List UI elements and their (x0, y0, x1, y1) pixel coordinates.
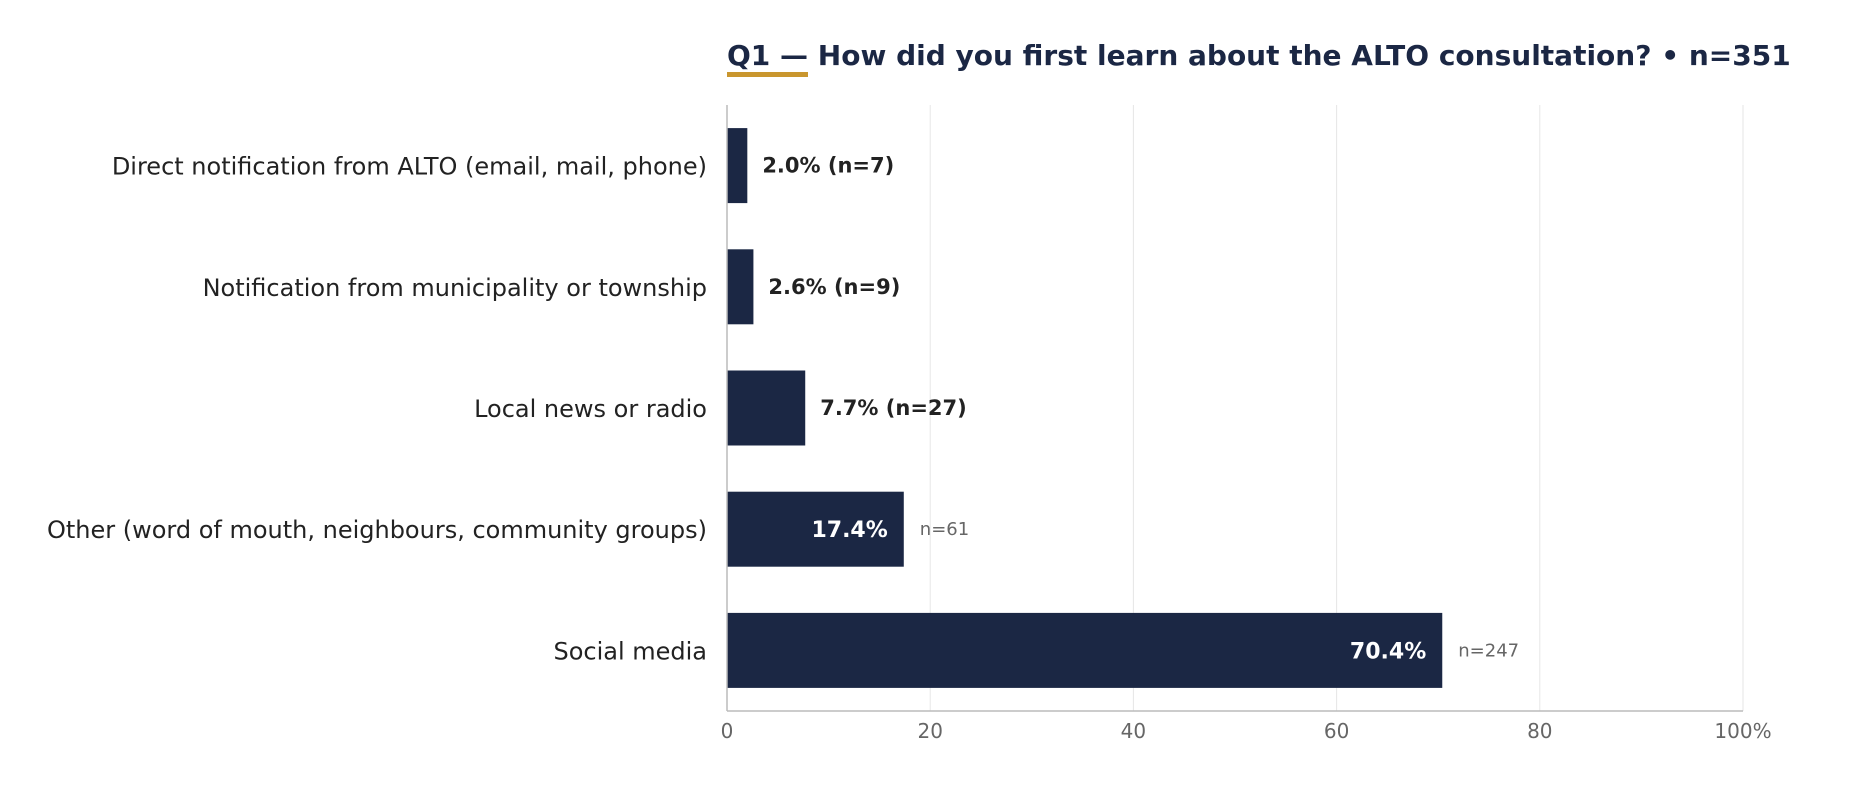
category-labels: Direct notification from ALTO (email, ma… (47, 153, 707, 666)
category-label-5: Social media (553, 637, 707, 665)
title-accent-underline (727, 72, 808, 77)
value-labels: 2.0% (n=7) 2.6% (n=9) 7.7% (n=27) 17.4% n=61… (762, 154, 1519, 665)
x-tick-label-20: 20 (917, 719, 942, 743)
bar-3 (727, 370, 806, 446)
x-tick-label-100: 100% (1714, 719, 1771, 743)
bars (727, 128, 1443, 688)
x-tick-label-0: 0 (721, 719, 734, 743)
category-label-2: Notification from municipality or townsh… (203, 274, 707, 302)
value-label-2: 2.6% (n=9) (768, 275, 900, 299)
bar-1 (727, 128, 748, 204)
chart-title: Q1 — How did you first learn about the A… (727, 39, 1791, 72)
value-label-1: 2.0% (n=7) (762, 154, 894, 178)
axes: 0 20 40 60 80 100% (721, 105, 1772, 743)
category-label-1: Direct notification from ALTO (email, ma… (112, 153, 707, 181)
bar-5 (727, 612, 1443, 688)
value-label-4: 17.4% (811, 518, 887, 543)
value-label-3: 7.7% (n=27) (820, 396, 967, 420)
count-label-4: n=61 (920, 519, 969, 540)
category-label-4: Other (word of mouth, neighbours, commun… (47, 516, 707, 544)
x-tick-label-60: 60 (1324, 719, 1349, 743)
bar-2 (727, 249, 754, 325)
bar-4 (727, 491, 904, 567)
count-label-5: n=247 (1458, 640, 1519, 661)
x-tick-label-40: 40 (1121, 719, 1146, 743)
x-tick-label-80: 80 (1527, 719, 1552, 743)
gridlines (929, 105, 1744, 711)
category-label-3: Local news or radio (474, 395, 707, 423)
value-label-5: 70.4% (1350, 639, 1426, 664)
